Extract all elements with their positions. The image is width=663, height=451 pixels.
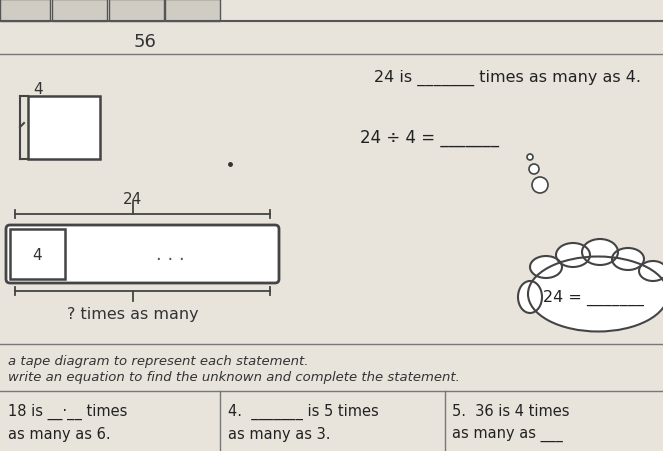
Text: 18 is __·__ times: 18 is __·__ times <box>8 403 127 419</box>
Text: 24 is _______ times as many as 4.: 24 is _______ times as many as 4. <box>374 70 641 86</box>
Text: 24 ÷ 4 = _______: 24 ÷ 4 = _______ <box>360 129 499 147</box>
Text: as many as ___: as many as ___ <box>452 427 563 442</box>
Ellipse shape <box>530 257 562 278</box>
Text: write an equation to find the unknown and complete the statement.: write an equation to find the unknown an… <box>8 371 460 384</box>
Bar <box>52 0 107 22</box>
Text: as many as 3.: as many as 3. <box>228 427 330 442</box>
Bar <box>0 0 50 22</box>
Ellipse shape <box>528 257 663 332</box>
Text: ? times as many: ? times as many <box>67 307 198 322</box>
Bar <box>28 97 100 160</box>
Text: 4: 4 <box>32 247 42 262</box>
Ellipse shape <box>582 239 618 265</box>
Text: 4.  _______ is 5 times: 4. _______ is 5 times <box>228 403 379 419</box>
Bar <box>10 230 65 279</box>
Bar <box>165 0 220 22</box>
FancyBboxPatch shape <box>6 226 279 283</box>
Circle shape <box>532 178 548 193</box>
Text: 24 = _______: 24 = _______ <box>542 289 643 305</box>
Text: 24: 24 <box>123 192 142 207</box>
Bar <box>109 0 164 22</box>
Text: as many as 6.: as many as 6. <box>8 427 111 442</box>
Circle shape <box>529 165 539 175</box>
Ellipse shape <box>556 244 590 267</box>
Text: 56: 56 <box>133 33 156 51</box>
Text: a tape diagram to represent each statement.: a tape diagram to represent each stateme… <box>8 355 308 368</box>
Ellipse shape <box>612 249 644 271</box>
Circle shape <box>527 155 533 161</box>
Ellipse shape <box>518 281 542 313</box>
Ellipse shape <box>639 262 663 281</box>
Text: 5.  36 is 4 times: 5. 36 is 4 times <box>452 404 570 419</box>
Text: 4: 4 <box>33 83 43 97</box>
Text: . . .: . . . <box>156 245 184 263</box>
